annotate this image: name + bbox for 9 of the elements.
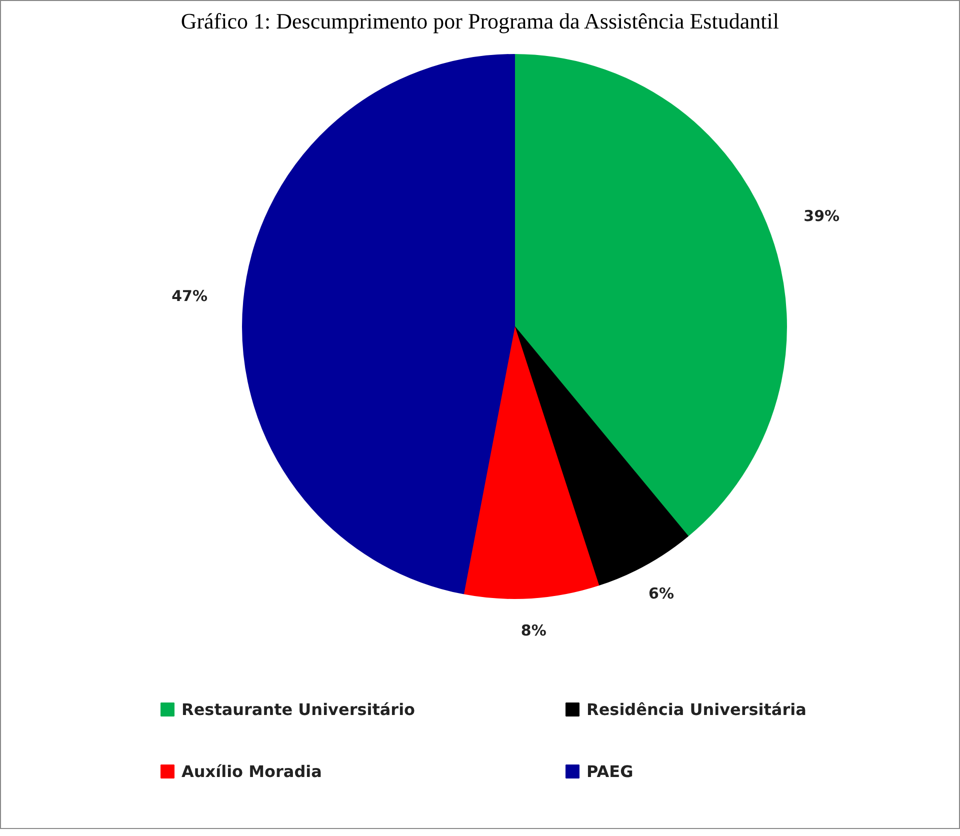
- data-label: 47%: [172, 286, 208, 305]
- legend-label: Restaurante Universitário: [182, 700, 416, 719]
- legend-label: PAEG: [586, 762, 634, 781]
- legend-label: Auxílio Moradia: [182, 762, 322, 781]
- legend-label: Residência Universitária: [586, 700, 806, 719]
- data-label: 6%: [648, 584, 674, 602]
- data-label: 39%: [804, 206, 840, 225]
- chart-title: Gráfico 1: Descumprimento por Programa da Assistência Estudantil: [180, 8, 779, 34]
- data-label: 8%: [520, 622, 546, 640]
